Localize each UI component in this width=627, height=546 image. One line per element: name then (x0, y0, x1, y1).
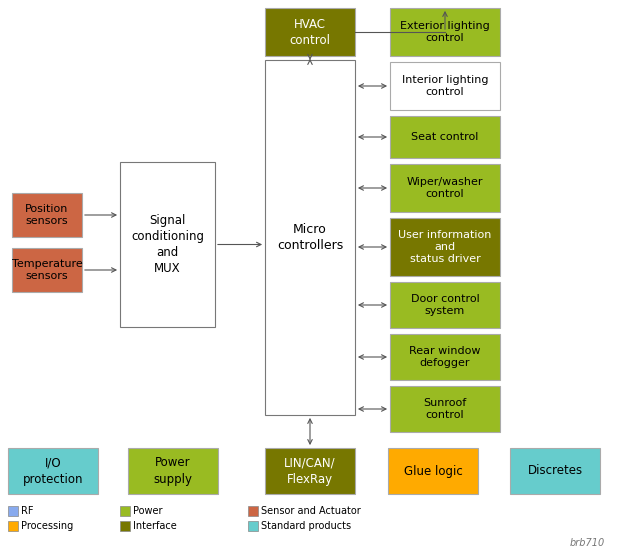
Text: User information
and
status driver: User information and status driver (398, 230, 492, 264)
Text: HVAC
control: HVAC control (290, 17, 330, 46)
Bar (12, 193, 82, 237)
Text: Temperature
sensors: Temperature sensors (12, 259, 82, 281)
Text: RF: RF (21, 506, 33, 516)
Text: Rear window
defogger: Rear window defogger (409, 346, 481, 368)
Text: Position
sensors: Position sensors (25, 204, 69, 226)
Text: Interface: Interface (133, 521, 177, 531)
Bar (120, 506, 130, 516)
Text: Micro
controllers: Micro controllers (277, 223, 343, 252)
Text: Sensor and Actuator: Sensor and Actuator (261, 506, 361, 516)
Text: Discretes: Discretes (527, 465, 582, 478)
Text: LIN/CAN/
FlexRay: LIN/CAN/ FlexRay (284, 456, 336, 485)
Text: Power
supply: Power supply (154, 456, 192, 485)
Text: Glue logic: Glue logic (404, 465, 462, 478)
Bar (390, 164, 500, 212)
Bar (265, 60, 355, 415)
Bar (8, 448, 98, 494)
Bar (120, 162, 215, 327)
Text: Signal
conditioning
and
MUX: Signal conditioning and MUX (131, 214, 204, 275)
Bar (128, 448, 218, 494)
Text: I/O
protection: I/O protection (23, 456, 83, 485)
Bar (390, 62, 500, 110)
Text: Door control
system: Door control system (411, 294, 480, 316)
Bar (390, 218, 500, 276)
Bar (510, 448, 600, 494)
Text: Standard products: Standard products (261, 521, 351, 531)
Text: Exterior lighting
control: Exterior lighting control (400, 21, 490, 43)
Bar (120, 521, 130, 531)
Bar (265, 8, 355, 56)
Bar (388, 448, 478, 494)
Bar (390, 116, 500, 158)
Text: Power: Power (133, 506, 162, 516)
Bar (8, 506, 18, 516)
Bar (390, 334, 500, 380)
Bar (248, 521, 258, 531)
Bar (265, 448, 355, 494)
Bar (390, 8, 500, 56)
Text: Sunroof
control: Sunroof control (423, 398, 466, 420)
Bar (390, 386, 500, 432)
Bar (390, 282, 500, 328)
Text: brb710: brb710 (570, 538, 605, 546)
Text: Processing: Processing (21, 521, 73, 531)
Bar (12, 248, 82, 292)
Text: Seat control: Seat control (411, 132, 478, 142)
Bar (248, 506, 258, 516)
Text: Interior lighting
control: Interior lighting control (402, 75, 488, 97)
Bar (8, 521, 18, 531)
Text: Wiper/washer
control: Wiper/washer control (407, 177, 483, 199)
